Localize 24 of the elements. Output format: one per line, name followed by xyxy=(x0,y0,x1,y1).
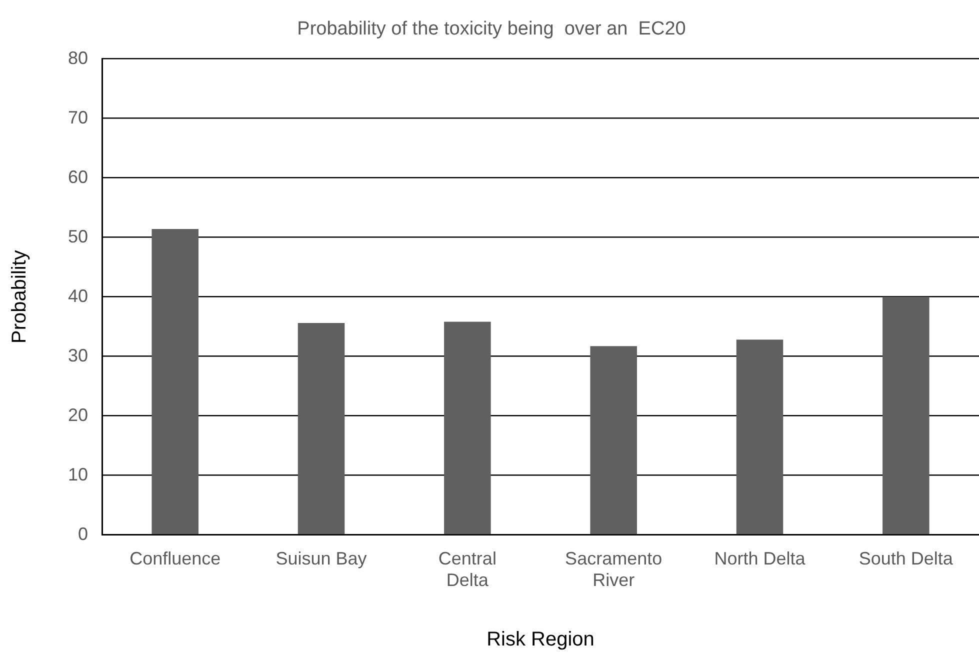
y-tick-label: 20 xyxy=(68,404,88,425)
bar xyxy=(736,340,784,534)
bar xyxy=(590,346,637,534)
y-tick-label: 40 xyxy=(68,286,88,306)
bar xyxy=(444,322,491,534)
x-tick-label: Suisun Bay xyxy=(276,548,367,569)
chart-title: Probability of the toxicity being over an EC20 xyxy=(297,18,686,40)
x-tick-label: South Delta xyxy=(858,548,954,569)
x-tick-label: Central Delta xyxy=(438,548,496,590)
x-tick-label: Sacramento River xyxy=(565,548,662,590)
y-tick-label: 10 xyxy=(68,464,88,484)
y-tick-label: 50 xyxy=(68,226,88,246)
x-axis-title: Risk Region xyxy=(486,628,594,651)
x-tick-label: Confluence xyxy=(130,548,221,569)
bar xyxy=(152,228,198,534)
x-tick-label: North Delta xyxy=(714,548,806,569)
y-tick-label: 30 xyxy=(68,345,88,366)
y-tick-label: 70 xyxy=(68,107,88,128)
y-tick-label: 0 xyxy=(78,524,88,544)
y-tick-label: 80 xyxy=(68,48,88,68)
bar xyxy=(882,296,930,534)
y-tick-label: 60 xyxy=(68,166,88,187)
y-axis-title: Probability xyxy=(8,250,31,344)
bar xyxy=(298,322,345,534)
